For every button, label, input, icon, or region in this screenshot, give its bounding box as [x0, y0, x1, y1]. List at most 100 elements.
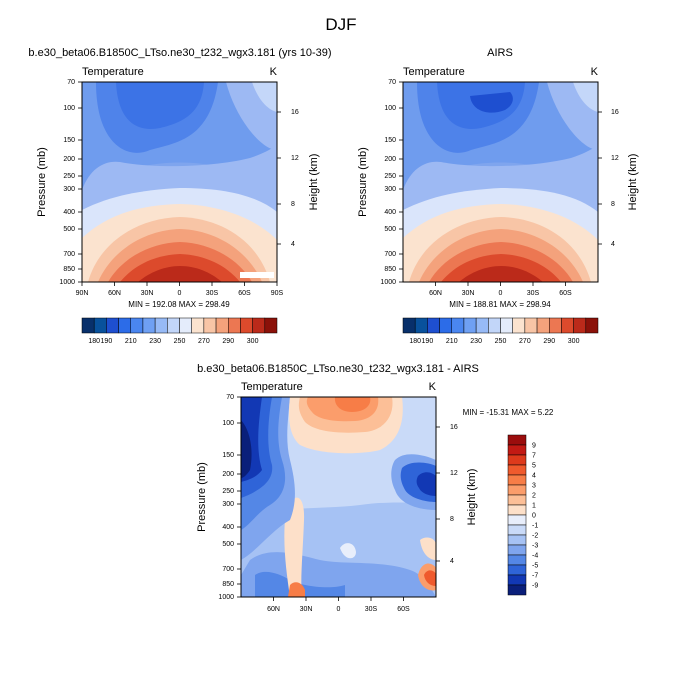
airs-height-axis: 16 12 8 4 Height (km) [598, 109, 639, 248]
pressure-tick: 70 [226, 394, 234, 401]
pressure-tick: 1000 [59, 279, 75, 286]
latitude-tick: 30N [141, 290, 154, 297]
colorbar-label: 190 [101, 338, 113, 345]
height-tick: 12 [291, 155, 299, 162]
colorbar-label: 230 [470, 338, 482, 345]
colorbar-label: 230 [149, 338, 161, 345]
model-latitude-axis: 90N 60N 30N 0 30S 60S 90S [76, 282, 284, 297]
pressure-tick: 70 [67, 79, 75, 86]
latitude-tick: 90N [76, 290, 89, 297]
colorbar-swatch [167, 317, 180, 334]
colorbar-swatch [215, 317, 229, 334]
model-panel-title: b.e30_beta06.B1850C_LTso.ne30_t232_wgx3.… [28, 47, 331, 59]
model-min-max: MIN = 192.08 MAX = 298.49 [128, 300, 230, 309]
pressure-tick: 250 [222, 488, 234, 495]
colorbar-label: -7 [532, 573, 538, 580]
colorbar-swatch [118, 317, 131, 334]
latitude-tick: 60N [429, 290, 442, 297]
colorbar-swatch [573, 317, 587, 334]
pressure-tick: 700 [222, 566, 234, 573]
height-tick: 12 [611, 155, 619, 162]
colorbar-label: -3 [532, 543, 538, 550]
colorbar-label: 210 [125, 338, 137, 345]
height-axis-label: Height (km) [308, 154, 320, 211]
colorbar-swatch [507, 484, 527, 496]
colorbar-label: 1 [532, 503, 536, 510]
pressure-tick: 150 [63, 137, 75, 144]
colorbar-swatch [81, 317, 95, 334]
pressure-axis-label: Pressure (mb) [357, 147, 369, 217]
colorbar-swatch [191, 317, 205, 334]
colorbar-swatch [507, 574, 527, 586]
difference-latitude-axis: 60N 30N 0 30S 60S [267, 597, 410, 613]
colorbar-swatch [439, 317, 452, 334]
colorbar-label: 250 [495, 338, 507, 345]
colorbar-swatch [524, 317, 538, 334]
difference-variable-label: Temperature [241, 381, 303, 393]
pressure-tick: 300 [222, 501, 234, 508]
airs-pressure-axis: 70 100 150 200 250 300 400 500 700 850 1… [357, 79, 403, 286]
pressure-tick: 100 [63, 105, 75, 112]
colorbar-swatch [507, 454, 527, 466]
colorbar-label: -5 [532, 563, 538, 570]
model-pressure-axis: 70 100 150 200 250 300 400 500 700 850 1… [36, 79, 82, 286]
colorbar-label: -4 [532, 553, 538, 560]
pressure-tick: 400 [222, 524, 234, 531]
colorbar-swatch [154, 317, 168, 334]
pressure-tick: 850 [222, 581, 234, 588]
height-tick: 16 [291, 109, 299, 116]
colorbar-label: 290 [222, 338, 234, 345]
colorbar-swatch [507, 494, 527, 506]
pressure-tick: 200 [63, 156, 75, 163]
colorbar-label: 290 [543, 338, 555, 345]
colorbar-swatch [507, 554, 527, 566]
height-tick: 16 [450, 424, 458, 431]
colorbar-label: 210 [446, 338, 458, 345]
height-tick: 16 [611, 109, 619, 116]
colorbar-swatch [228, 317, 241, 334]
colorbar-label: 190 [422, 338, 434, 345]
colorbar-swatch [252, 317, 266, 334]
colorbar-swatch [507, 524, 527, 536]
pressure-tick: 200 [222, 471, 234, 478]
pressure-tick: 300 [63, 186, 75, 193]
latitude-tick: 60S [397, 606, 410, 613]
colorbar-swatch [451, 317, 465, 334]
colorbar-swatch [507, 584, 527, 596]
pressure-axis-label: Pressure (mb) [196, 462, 208, 532]
figure-title: DJF [325, 15, 356, 34]
pressure-tick: 250 [384, 173, 396, 180]
colorbar-swatch [507, 504, 527, 516]
difference-contour-field [241, 397, 436, 597]
airs-colorbar: 180 190 210 230 250 270 290 300 [402, 317, 599, 345]
latitude-tick: 60S [559, 290, 572, 297]
colorbar-label: 300 [568, 338, 580, 345]
latitude-tick: 60S [238, 290, 251, 297]
colorbar-swatch [512, 317, 526, 334]
pressure-tick: 100 [384, 105, 396, 112]
latitude-tick: 30N [300, 606, 313, 613]
model-colorbar: 180 190 210 230 250 270 290 300 [81, 317, 278, 345]
latitude-tick: 30S [527, 290, 540, 297]
height-axis-label: Height (km) [627, 154, 639, 211]
height-tick: 4 [291, 241, 295, 248]
colorbar-swatch [475, 317, 489, 334]
pressure-tick: 150 [222, 452, 234, 459]
difference-min-max: MIN = -15.31 MAX = 5.22 [463, 408, 554, 417]
latitude-tick: 60N [108, 290, 121, 297]
airs-min-max: MIN = 188.81 MAX = 298.94 [449, 300, 551, 309]
height-tick: 8 [611, 201, 615, 208]
colorbar-swatch [507, 464, 527, 476]
pressure-tick: 70 [388, 79, 396, 86]
colorbar-label: 3 [532, 483, 536, 490]
height-tick: 4 [450, 558, 454, 565]
height-axis-label: Height (km) [466, 469, 478, 526]
colorbar-label: 5 [532, 463, 536, 470]
airs-variable-label: Temperature [403, 66, 465, 78]
colorbar-swatch [264, 317, 278, 334]
difference-pressure-axis: 70 100 150 200 250 300 400 500 700 850 1… [196, 394, 241, 601]
airs-units-label: K [591, 66, 599, 78]
colorbar-swatch [507, 474, 527, 486]
latitude-tick: 60N [267, 606, 280, 613]
